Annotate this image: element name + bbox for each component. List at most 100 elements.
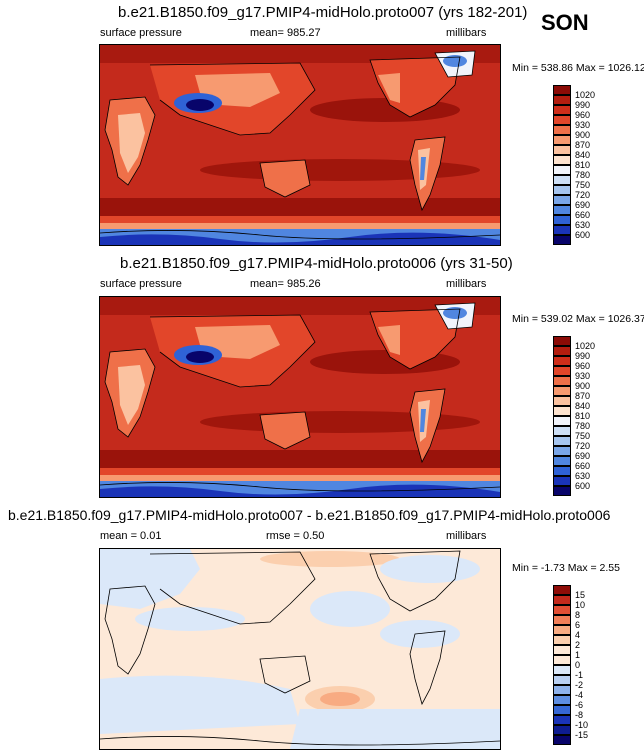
colorbar-tick-label: 1	[575, 650, 581, 660]
panel-3-title: b.e21.B1850.f09_g17.PMIP4-midHolo.proto0…	[8, 507, 611, 523]
panel-3-mean-label: mean = 0.01	[100, 530, 162, 542]
colorbar-tick-label: 900	[575, 130, 591, 140]
panel-1-mean-label: mean= 985.27	[250, 27, 321, 39]
colorbar-tick-label: 870	[575, 140, 591, 150]
colorbar-swatch	[553, 645, 571, 655]
colorbar-swatch	[553, 436, 571, 446]
colorbar-tick-label: 660	[575, 210, 591, 220]
colorbar-tick-label: 600	[575, 481, 591, 491]
colorbar-tick-label: 660	[575, 461, 591, 471]
colorbar-swatch	[553, 695, 571, 705]
colorbar-swatch	[553, 615, 571, 625]
colorbar-tick-label: 6	[575, 620, 581, 630]
colorbar-swatch	[553, 175, 571, 185]
panel-1-minmax: Min = 538.86 Max = 1026.12	[512, 62, 644, 74]
colorbar-tick-label: -15	[575, 730, 589, 740]
panel-3-difference-map	[99, 548, 501, 750]
colorbar-swatch	[553, 356, 571, 366]
colorbar-tick-label: 600	[575, 230, 591, 240]
colorbar-tick-label: 0	[575, 660, 581, 670]
colorbar-swatch	[553, 195, 571, 205]
colorbar-tick-label: 4	[575, 630, 581, 640]
colorbar-tick-label: 2	[575, 640, 581, 650]
panel-2-mean-label: mean= 985.26	[250, 278, 321, 290]
colorbar-swatch	[553, 446, 571, 456]
panel-1-title: b.e21.B1850.f09_g17.PMIP4-midHolo.proto0…	[118, 4, 528, 21]
colorbar-swatch	[553, 105, 571, 115]
colorbar-tick-label: 810	[575, 160, 591, 170]
colorbar-tick-label: -4	[575, 690, 584, 700]
colorbar-swatch	[553, 476, 571, 486]
colorbar-swatch	[553, 376, 571, 386]
colorbar-tick-label: -1	[575, 670, 584, 680]
colorbar-tick-label: 630	[575, 471, 591, 481]
colorbar-tick-label: 630	[575, 220, 591, 230]
colorbar-swatch	[553, 456, 571, 466]
colorbar-swatch	[553, 595, 571, 605]
colorbar-tick-label: 960	[575, 110, 591, 120]
colorbar-tick-label: 900	[575, 381, 591, 391]
colorbar-swatch	[553, 396, 571, 406]
panel-3-minmax: Min = -1.73 Max = 2.55	[512, 562, 620, 574]
panel-3-units-label: millibars	[446, 530, 487, 542]
colorbar-swatch	[553, 155, 571, 165]
panel-1-variable-label: surface pressure	[100, 27, 182, 39]
colorbar-swatch	[553, 605, 571, 615]
colorbar-swatch	[553, 215, 571, 225]
colorbar-swatch	[553, 715, 571, 725]
colorbar-swatch	[553, 386, 571, 396]
colorbar-swatch	[553, 165, 571, 175]
colorbar-tick-label: 780	[575, 421, 591, 431]
colorbar-tick-label: 720	[575, 190, 591, 200]
colorbar-tick-label: 840	[575, 401, 591, 411]
colorbar-tick-label: 930	[575, 371, 591, 381]
colorbar-tick-label: 720	[575, 441, 591, 451]
colorbar-tick-label: 990	[575, 351, 591, 361]
panel-2-variable-label: surface pressure	[100, 278, 182, 290]
colorbar-swatch	[553, 125, 571, 135]
colorbar-tick-label: 960	[575, 361, 591, 371]
colorbar-tick-label: 780	[575, 170, 591, 180]
colorbar-swatch	[553, 346, 571, 356]
coastlines	[100, 302, 500, 492]
panel-3-rmse-label: rmse = 0.50	[266, 530, 325, 542]
colorbar-tick-label: -10	[575, 720, 589, 730]
colorbar-swatch	[553, 145, 571, 155]
colorbar-swatch	[553, 466, 571, 476]
colorbar-swatch	[553, 685, 571, 695]
colorbar-tick-label: 870	[575, 391, 591, 401]
colorbar-tick-label: 1020	[575, 341, 596, 351]
colorbar-tick-label: 690	[575, 451, 591, 461]
colorbar-swatch	[553, 95, 571, 105]
coastlines	[100, 50, 500, 240]
panel-2-minmax: Min = 539.02 Max = 1026.37	[512, 313, 644, 325]
colorbar-swatch	[553, 366, 571, 376]
colorbar-swatch	[553, 585, 571, 595]
colorbar-tick-label: 8	[575, 610, 581, 620]
colorbar-swatch	[553, 735, 571, 745]
colorbar-swatch	[553, 336, 571, 346]
colorbar-swatch	[553, 205, 571, 215]
difference-field	[100, 549, 500, 749]
panel-1-surface-pressure-map	[99, 44, 501, 246]
colorbar-swatch	[553, 225, 571, 235]
colorbar-tick-label: 1020	[575, 90, 596, 100]
colorbar-swatch	[553, 665, 571, 675]
colorbar-swatch	[553, 135, 571, 145]
season-label: SON	[541, 10, 589, 35]
colorbar-swatch	[553, 235, 571, 245]
pressure-field	[100, 297, 500, 497]
pressure-field	[100, 45, 500, 245]
colorbar-swatch	[553, 675, 571, 685]
colorbar-tick-label: 810	[575, 411, 591, 421]
coastlines	[100, 550, 500, 746]
colorbar-tick-label: 15	[575, 590, 586, 600]
panel-2-surface-pressure-map	[99, 296, 501, 498]
colorbar-swatch	[553, 426, 571, 436]
colorbar-swatch	[553, 625, 571, 635]
panel-2-units-label: millibars	[446, 278, 487, 290]
colorbar-swatch	[553, 115, 571, 125]
panel-2-title: b.e21.B1850.f09_g17.PMIP4-midHolo.proto0…	[120, 255, 513, 272]
colorbar-swatch	[553, 705, 571, 715]
colorbar-swatch	[553, 85, 571, 95]
